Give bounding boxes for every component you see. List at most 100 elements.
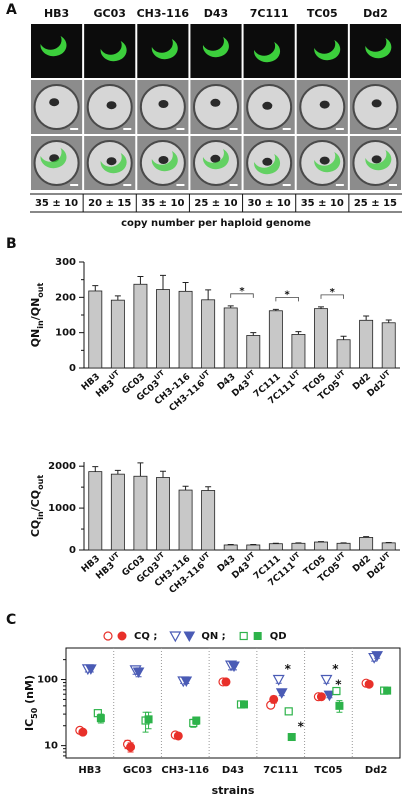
y-axis-title: CQin/CQout [29,475,45,538]
marker [364,679,374,689]
y-axis-title-part: (nM) [23,675,36,708]
marker [132,667,145,679]
marker [169,631,182,643]
strain-label: GC03 [94,7,126,20]
bar [201,490,216,551]
y-tick-label: 10 [44,741,58,752]
marker [253,632,262,640]
vacuole [158,156,169,164]
bar [314,541,328,551]
error-bar [92,466,99,472]
x-tick-label: CH3-116 [161,765,209,776]
annotation: * [335,678,342,692]
bar [246,544,261,551]
y-tick-label: 200 [55,292,76,303]
x-tick-label: TC05 [314,765,342,776]
vacuole [210,98,221,107]
x-tick-label: GC03 [123,765,153,776]
x-tick-label: Dd2UT [363,551,395,581]
y-axis-title: IC50 (nM) [23,675,39,731]
marker [332,686,341,696]
x-axis-title: strains [212,784,255,797]
x-tick-label: Dd2 [365,765,387,776]
copy-number: 35 ± 10 [141,198,184,209]
marker [335,701,344,710]
y-axis-title-part: IC [23,719,36,731]
vacuole [106,157,117,166]
error-bar [182,485,189,491]
vacuole [106,101,117,110]
gfp-signal [365,38,392,59]
marker [192,716,201,725]
copy-number: 20 ± 15 [88,198,131,209]
bar [88,290,103,369]
error-bar [205,289,212,300]
strain-label: HB3 [44,7,69,20]
copy-number: 25 ± 15 [354,198,397,209]
marker [284,707,293,716]
gfp-signal [100,41,127,62]
bar [156,289,170,369]
error-bar [363,536,370,538]
copy-number: 35 ± 10 [35,198,78,209]
gfp-signal [254,154,281,175]
bar [359,537,374,551]
x-tick-label: HB3 [78,765,101,776]
bar [178,489,193,551]
error-bar [340,335,347,340]
bar [291,334,306,369]
error-bar [137,462,144,477]
bar [133,475,148,551]
micrograph [349,24,401,78]
y-axis-title-part: CQ [29,520,42,537]
bar [381,322,396,369]
marker [103,631,113,641]
gfp-signal [40,148,67,169]
bar [201,299,216,369]
y-tick-label: 300 [55,257,76,268]
significance-bracket [275,296,299,302]
gfp-signal [151,151,178,172]
error-bar [182,281,189,292]
gfp-signal [314,40,341,61]
bar [133,283,148,369]
gfp-signal [365,150,392,171]
error-bar [363,315,370,321]
marker [275,688,288,699]
bar [291,542,306,551]
y-axis-title-sub: in [36,320,45,329]
y-axis-title-part: QN [29,329,42,348]
vacuole [371,99,382,108]
y-axis-title: QNin/QNout [29,283,45,348]
copy-number: 30 ± 10 [248,198,291,209]
vacuole [158,100,169,108]
y-tick-label: 100 [55,328,76,339]
y-axis-title-sub: in [36,511,45,520]
error-bar [318,306,324,309]
error-bar [92,285,99,291]
legend-label: QN ; [201,631,225,642]
marker [316,692,326,702]
vacuole [49,98,60,107]
bar [381,542,396,551]
annotation: * [332,662,339,676]
marker [180,676,193,688]
significance-label: * [285,289,291,300]
bar [314,308,328,369]
marker [221,677,231,687]
marker [371,651,383,662]
strain-label: D43 [204,7,228,20]
x-tick-label: Dd2UT [363,369,395,399]
bar [223,307,238,369]
error-bar [114,469,121,475]
error-bar [137,275,144,285]
marker [144,715,153,724]
vacuole [371,155,382,164]
bar [246,335,261,369]
vacuole [210,154,221,163]
error-bar [385,319,392,323]
marker [323,690,336,702]
micrograph [84,24,136,78]
error-bar [114,295,121,301]
error-bar [205,486,212,491]
